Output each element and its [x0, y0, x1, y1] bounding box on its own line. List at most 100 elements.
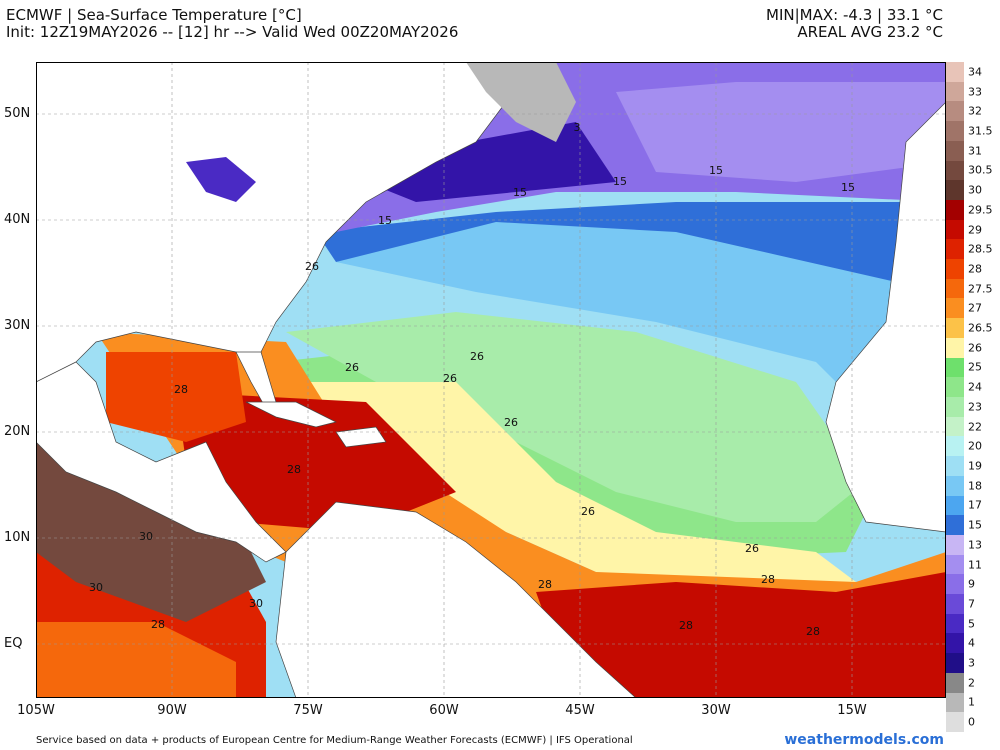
- contour-label: 26: [470, 350, 484, 363]
- colorbar-label: 7: [968, 597, 975, 611]
- colorbar-swatch: [946, 180, 964, 201]
- colorbar-label: 30: [968, 183, 982, 197]
- colorbar-label: 26: [968, 341, 982, 355]
- colorbar-swatch: [946, 140, 964, 162]
- colorbar-swatch: [946, 377, 964, 398]
- colorbar-swatch: [946, 692, 964, 713]
- colorbar-label: 19: [968, 459, 982, 473]
- map-title: ECMWF | Sea-Surface Temperature [°C]: [6, 6, 302, 24]
- colorbar-swatch: [946, 81, 964, 102]
- lat-label: 10N: [4, 530, 31, 545]
- sst-band-lavender: [616, 82, 946, 182]
- contour-label: 26: [581, 505, 595, 518]
- colorbar-swatch: [946, 613, 964, 634]
- colorbar-swatch: [946, 456, 964, 477]
- land-south-america: [275, 501, 637, 698]
- colorbar-label: 32: [968, 104, 982, 118]
- contour-label: 15: [378, 214, 392, 227]
- colorbar-label: 29: [968, 223, 982, 236]
- colorbar-swatch: [946, 712, 964, 733]
- colorbar-swatch: [946, 160, 964, 181]
- colorbar-label: 31: [968, 144, 982, 158]
- lat-label: 50N: [4, 106, 31, 121]
- contour-label: 30: [89, 581, 103, 594]
- contour-label: 28: [761, 573, 775, 586]
- colorbar-label: 4: [968, 636, 975, 650]
- colorbar-label: 13: [968, 538, 982, 552]
- sst-band-red-atlantic: [536, 572, 946, 698]
- lon-label: 75W: [293, 703, 323, 718]
- contour-label: 15: [709, 164, 723, 177]
- contour-label: 28: [806, 625, 820, 638]
- colorbar-label: 5: [968, 617, 975, 631]
- colorbar-label: 15: [968, 518, 982, 532]
- colorbar-label: 26.5: [968, 321, 993, 335]
- colorbar-label: 27: [968, 301, 982, 315]
- colorbar-label: 28.5: [968, 242, 993, 256]
- sst-band-light-blue: [336, 222, 946, 402]
- map-gridlines: [36, 62, 946, 698]
- colorbar-swatch: [946, 278, 964, 299]
- ice-greenland-labrador: [466, 62, 576, 142]
- lat-label: 20N: [4, 424, 31, 439]
- colorbar-swatch: [946, 62, 964, 83]
- footer-credit: Service based on data + products of Euro…: [36, 735, 633, 746]
- lon-label: 15W: [837, 703, 867, 718]
- min-max-readout: MIN|MAX: -4.3 | 33.1 °C: [766, 6, 943, 24]
- colorbar-swatch: [946, 318, 964, 339]
- colorbar-label: 17: [968, 498, 982, 512]
- sst-band-pacific-orange: [36, 622, 236, 698]
- lat-label: 40N: [4, 212, 31, 227]
- colorbar-label: 20: [968, 439, 982, 453]
- colorbar-swatch: [946, 337, 964, 359]
- colorbar-swatch: [946, 554, 964, 575]
- colorbar-label: 31.5: [968, 124, 993, 138]
- colorbar-label: 23: [968, 400, 982, 414]
- colorbar-swatch: [946, 416, 964, 437]
- colorbar-swatch: [946, 515, 964, 536]
- colorbar-label: 27.5: [968, 282, 993, 296]
- contour-label: 15: [513, 186, 527, 199]
- contour-label: 15: [841, 181, 855, 194]
- colorbar-swatch: [946, 534, 964, 556]
- colorbar-swatch: [946, 475, 964, 497]
- lon-label: 45W: [565, 703, 595, 718]
- contour-label: 15: [613, 175, 627, 188]
- sst-band-light-green: [286, 312, 866, 522]
- contour-label: 3: [574, 121, 581, 134]
- contour-label: 28: [679, 619, 693, 632]
- colorbar-label: 18: [968, 479, 982, 493]
- contour-label: 26: [345, 361, 359, 374]
- colorbar-label: 29.5: [968, 203, 993, 217]
- contour-label: 28: [538, 578, 552, 591]
- colorbar-swatch: [946, 239, 964, 260]
- brand-link[interactable]: weathermodels.com: [784, 732, 944, 748]
- lon-label: 105W: [17, 703, 55, 718]
- contour-label: 30: [249, 597, 263, 610]
- colorbar-label: 25: [968, 360, 982, 374]
- colorbar-swatch: [946, 121, 964, 142]
- colorbar-swatch: [946, 298, 964, 319]
- contour-label: 28: [287, 463, 301, 476]
- lon-label: 60W: [429, 703, 459, 718]
- colorbar-label: 30.5: [968, 163, 993, 177]
- land-cuba: [245, 401, 338, 428]
- colorbar-label: 28: [968, 262, 982, 276]
- contour-labels: 15 15 15 15 15 3 26 26 26 26 26 26 26 28 28 28 28 28 28 28 3…: [89, 121, 855, 638]
- init-valid-line: Init: 12Z19MAY2026 -- [12] hr --> Valid …: [6, 23, 459, 41]
- colorbar-swatch: [946, 397, 964, 418]
- colorbar-swatch: [946, 672, 964, 694]
- colorbar-label: 33: [968, 85, 982, 99]
- contour-label: 26: [745, 542, 759, 555]
- colorbar-swatch: [946, 436, 964, 457]
- lat-label: 30N: [4, 318, 31, 333]
- contour-label: 26: [504, 416, 518, 429]
- colorbar-swatch: [946, 199, 964, 221]
- contour-label: 26: [305, 260, 319, 273]
- colorbar-swatch: [946, 101, 964, 122]
- colorbar-label: 1: [968, 695, 975, 709]
- colorbar-label: 0: [968, 715, 975, 729]
- contour-label: 28: [174, 383, 188, 396]
- sst-band-red-gulf: [106, 352, 246, 442]
- sst-band-deep-purple: [366, 122, 616, 202]
